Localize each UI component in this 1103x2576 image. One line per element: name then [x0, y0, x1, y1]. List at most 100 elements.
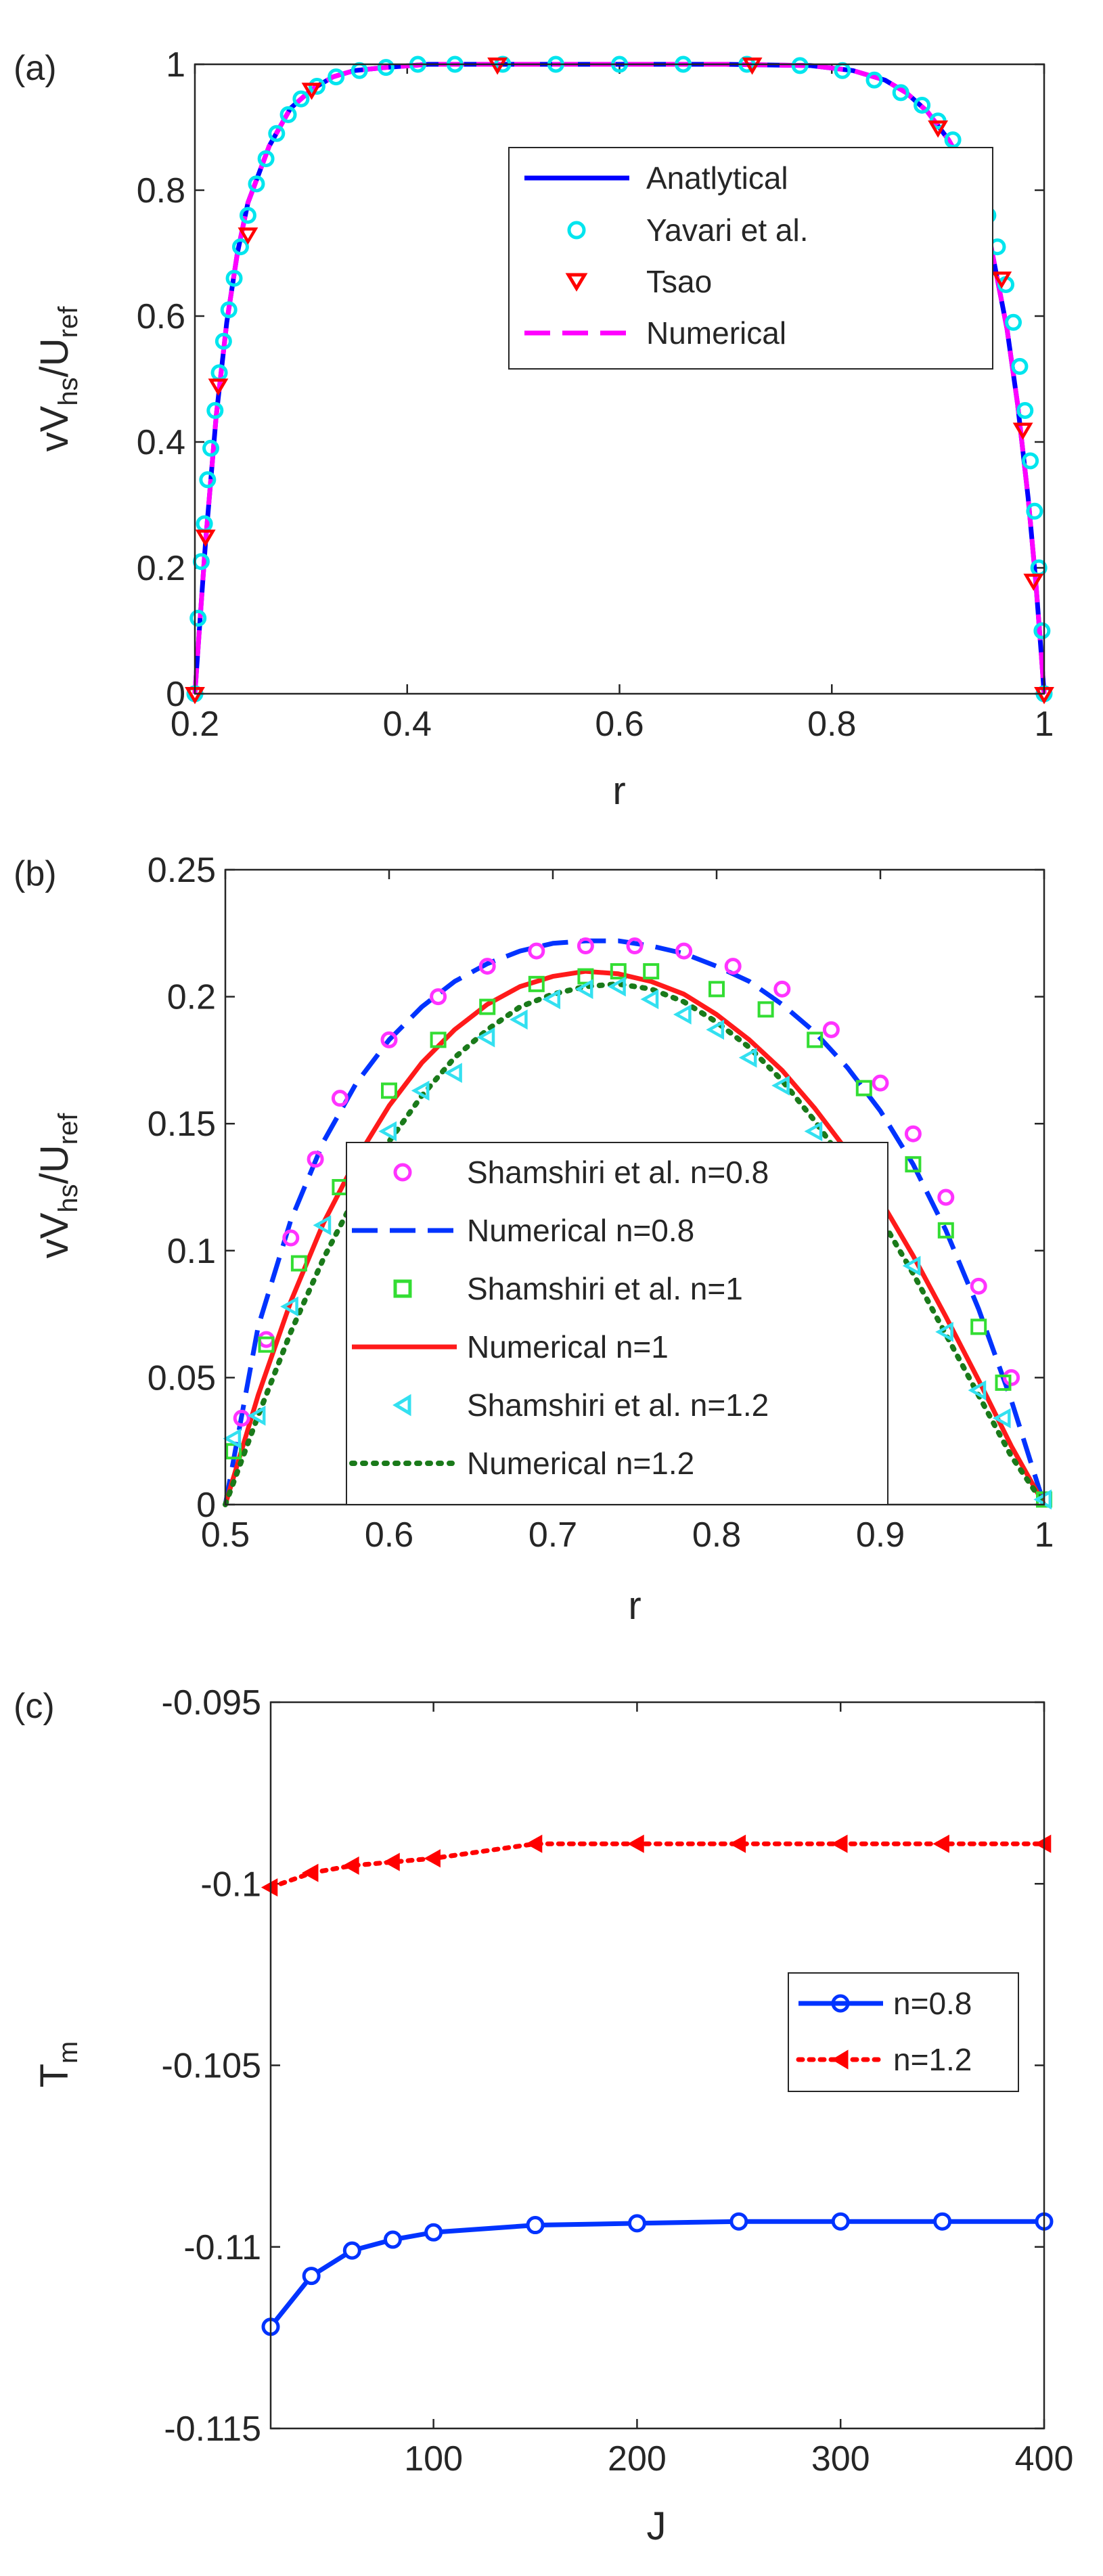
panel-c-xtick-label: 300: [811, 2439, 870, 2479]
data-point-yavari-et-al: [189, 609, 207, 627]
data-point-yavari-et-al: [268, 125, 286, 142]
data-point-yavari-et-al: [791, 57, 809, 74]
data-point-yavari-et-al: [215, 332, 232, 350]
data-point-yavari-et-al: [892, 84, 909, 102]
panel-a-legend-box: [508, 147, 993, 370]
panel-b-legend: Shamshiri et al. n=0.8 Numerical n=0.8 S…: [346, 1142, 888, 1505]
panel-a-x-axis-label: r: [612, 769, 625, 813]
panel-b-ytick-label: 0.1: [167, 1232, 216, 1271]
legend-label-n08: n=0.8: [893, 1986, 972, 2021]
legend-label-shamshiri-1: Shamshiri et al. n=1: [467, 1271, 743, 1306]
panel-c-ytick-label: -0.105: [162, 2047, 261, 2086]
panel-b-ytick-label: 0.15: [148, 1105, 216, 1144]
data-point-tsao: [742, 58, 763, 75]
data-point-shamshiri-et-al-n-1-2: [247, 1405, 266, 1426]
data-point-shamshiri-et-al-n-1-2: [804, 1121, 823, 1142]
data-point-shamshiri-et-al-n-0-8: [904, 1125, 922, 1142]
data-point-n-0-8: [933, 2212, 952, 2231]
data-point-tsao: [208, 378, 229, 396]
data-point-shamshiri-et-al-n-0-8: [675, 942, 693, 960]
data-point-yavari-et-al: [1033, 622, 1051, 640]
data-point-n-1-2: [302, 1863, 319, 1882]
data-point-shamshiri-et-al-n-0-8: [478, 958, 496, 975]
data-point-shamshiri-et-al-n-1: [643, 963, 660, 980]
panel-b-y-axis-label: vVhs/Uref: [32, 1113, 83, 1259]
panel-b-xtick-label: 0.6: [365, 1515, 413, 1555]
panel-b-xtick-label: 0.9: [856, 1515, 905, 1555]
panel-a-xtick-label: 0.4: [383, 705, 432, 744]
panel-a-legend: Anatlytical Yavari et al. Tsao Numerical: [508, 147, 993, 370]
panel-a-y-axis-label: vVhs/Uref: [32, 306, 83, 452]
data-point-shamshiri-et-al-n-0-8: [331, 1090, 348, 1107]
panel-a-xtick-label: 0.6: [595, 705, 644, 744]
panel-b-xtick-label: 0.5: [201, 1515, 250, 1555]
data-point-shamshiri-et-al-n-1-2: [378, 1121, 397, 1142]
data-point-shamshiri-et-al-n-0-8: [872, 1074, 889, 1092]
data-point-shamshiri-et-al-n-1: [225, 1443, 242, 1460]
data-point-n-1-2: [627, 1834, 644, 1853]
data-point-shamshiri-et-al-n-1-2: [280, 1296, 298, 1317]
data-point-tsao: [991, 271, 1012, 289]
data-point-shamshiri-et-al-n-1-2: [902, 1256, 921, 1276]
panel-a-y-tick-labels: 0 0.2 0.4 0.6 0.8 1: [137, 45, 185, 714]
data-point-shamshiri-et-al-n-1: [970, 1318, 987, 1335]
data-point-shamshiri-et-al-n-1: [430, 1031, 447, 1048]
data-point-shamshiri-et-al-n-0-8: [233, 1409, 250, 1427]
data-point-shamshiri-et-al-n-0-8: [822, 1021, 840, 1038]
legend-label-numerical-12: Numerical n=1.2: [467, 1446, 694, 1481]
data-point-n-0-8: [424, 2223, 443, 2242]
data-point-shamshiri-et-al-n-1-2: [542, 989, 561, 1010]
panel-a-axes-frame: [194, 63, 1045, 695]
panel-a-ytick-label: 0.6: [137, 297, 185, 336]
data-point-shamshiri-et-al-n-1: [258, 1336, 275, 1353]
panel-b-ytick-label: 0.2: [167, 978, 216, 1017]
data-point-tsao: [1023, 573, 1044, 592]
data-point-yavari-et-al: [1022, 452, 1039, 470]
data-point-shamshiri-et-al-n-0-8: [430, 988, 447, 1006]
data-point-yavari-et-al: [292, 90, 310, 108]
legend-label-numerical-1: Numerical n=1: [467, 1329, 669, 1364]
data-point-n-1-2: [932, 1834, 949, 1853]
data-point-shamshiri-et-al-n-0-8: [626, 937, 644, 955]
data-point-shamshiri-et-al-n-0-8: [577, 937, 594, 955]
panel-a-ytick-label: 0.8: [137, 171, 185, 210]
data-point-yavari-et-al: [1005, 313, 1022, 331]
data-point-n-0-8: [831, 2212, 850, 2231]
data-point-yavari-et-al: [239, 206, 256, 224]
data-point-shamshiri-et-al-n-0-8: [282, 1229, 300, 1247]
legend-swatch-yavari: [567, 221, 586, 240]
panel-a-xtick-label: 1: [1035, 705, 1054, 744]
panel-b-ytick-label: 0.05: [148, 1358, 216, 1398]
data-point-shamshiri-et-al-n-1: [610, 963, 627, 980]
data-point-shamshiri-et-al-n-0-8: [307, 1151, 324, 1168]
data-point-shamshiri-et-al-n-1-2: [968, 1380, 987, 1400]
data-point-shamshiri-et-al-n-1-2: [476, 1027, 495, 1048]
data-point-n-1-2: [342, 1856, 359, 1875]
legend-label-analytical: Anatlytical: [646, 160, 788, 196]
data-point-yavari-et-al: [257, 150, 275, 167]
panel-c-xtick-label: 400: [1015, 2439, 1074, 2479]
data-point-shamshiri-et-al-n-1-2: [738, 1047, 757, 1068]
data-point-n-1-2: [525, 1834, 543, 1853]
data-point-shamshiri-et-al-n-1-2: [509, 1009, 528, 1030]
data-point-yavari-et-al: [225, 269, 243, 287]
data-point-shamshiri-et-al-n-1-2: [771, 1075, 790, 1096]
data-point-shamshiri-et-al-n-1-2: [992, 1408, 1011, 1429]
data-point-n-0-8: [383, 2230, 402, 2249]
data-point-shamshiri-et-al-n-1: [937, 1222, 954, 1239]
data-point-yavari-et-al: [1026, 502, 1043, 520]
data-point-shamshiri-et-al-n-0-8: [937, 1189, 955, 1206]
data-point-shamshiri-et-al-n-1-2: [411, 1080, 430, 1101]
data-point-shamshiri-et-al-n-0-8: [528, 942, 545, 960]
data-point-n-1-2: [424, 1849, 441, 1868]
panel-b-xtick-label: 1: [1035, 1515, 1054, 1555]
data-point-n-0-8: [729, 2212, 748, 2231]
data-point-shamshiri-et-al-n-1: [708, 981, 725, 998]
data-point-tsao: [301, 83, 322, 100]
data-point-shamshiri-et-al-n-0-8: [773, 980, 791, 998]
data-point-shamshiri-et-al-n-0-8: [1003, 1369, 1020, 1386]
panel-a-ytick-label: 0.2: [137, 549, 185, 588]
legend-marker-n12: [832, 2049, 849, 2070]
panel-c-legend: n=0.8 n=1.2: [788, 1972, 1019, 2092]
